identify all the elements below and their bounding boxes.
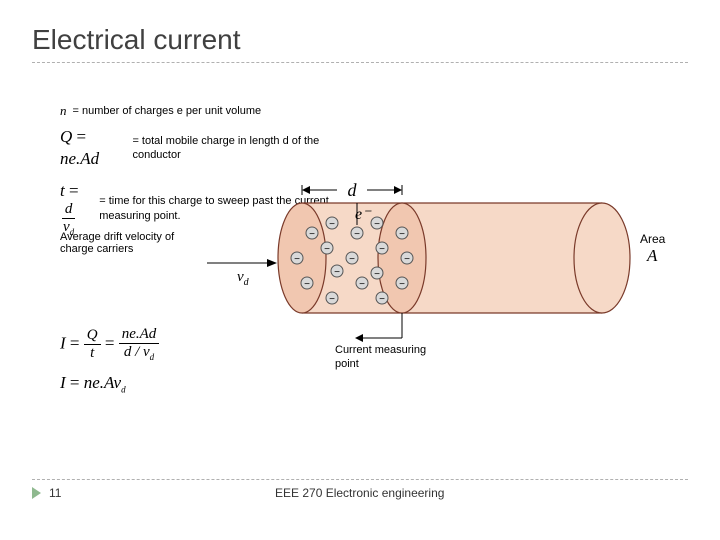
course-code: EEE 270 Electronic engineering [275, 486, 444, 500]
svg-text:−: − [374, 219, 380, 230]
svg-text:−: − [334, 267, 340, 278]
def-n: n = number of charges e per unit volume [60, 103, 360, 120]
mp-label-2: point [335, 358, 359, 370]
footer: 11 EEE 270 Electronic engineering [32, 479, 688, 500]
eq-I2-tex: I = ne.Avd [60, 372, 126, 396]
svg-text:−: − [379, 244, 385, 255]
mp-label-1: Current measuring [335, 344, 426, 356]
page-number: 11 [49, 486, 61, 500]
drift-velocity-label: Average drift velocity of charge carrier… [60, 231, 180, 255]
title-divider [32, 62, 688, 63]
footer-arrow-icon [32, 487, 41, 499]
svg-text:−: − [349, 254, 355, 265]
eq-I1-tex: I = Qt = ne.Add / vd [60, 327, 159, 362]
svg-text:−: − [359, 279, 365, 290]
eq-t: t = dvd [60, 180, 93, 237]
svg-text:−: − [404, 254, 410, 265]
slide-container: Electrical current n = number of charges… [0, 0, 720, 540]
svg-text:−: − [354, 229, 360, 240]
def-n-text: = number of charges e per unit volume [73, 104, 262, 118]
d-label: d [348, 180, 358, 200]
area-label: Area [640, 232, 666, 246]
svg-text:−: − [374, 269, 380, 280]
def-q-text: = total mobile charge in length d of the… [132, 134, 360, 163]
svg-text:−: − [379, 294, 385, 305]
footer-row: 11 EEE 270 Electronic engineering [32, 486, 688, 500]
var-n: n [60, 103, 67, 120]
svg-text:−: − [329, 219, 335, 230]
vd-label: vd [237, 269, 250, 288]
svg-text:−: − [304, 279, 310, 290]
svg-text:−: − [309, 229, 315, 240]
diagram: d e⁻ − − − − − [207, 163, 667, 398]
svg-text:−: − [399, 279, 405, 290]
area-symbol: A [646, 246, 658, 265]
svg-text:−: − [294, 254, 300, 265]
conductor-svg: d e⁻ − − − − − [207, 163, 667, 393]
svg-text:−: − [324, 244, 330, 255]
slide-title: Electrical current [32, 24, 688, 56]
svg-text:−: − [329, 294, 335, 305]
content-area: n = number of charges e per unit volume … [32, 103, 688, 433]
e-label: e⁻ [355, 206, 372, 223]
footer-divider [32, 479, 688, 480]
drift-velocity-text: Average drift velocity of charge carrier… [60, 231, 174, 255]
svg-text:−: − [399, 229, 405, 240]
eq-q: Q = ne.Ad [60, 126, 126, 170]
